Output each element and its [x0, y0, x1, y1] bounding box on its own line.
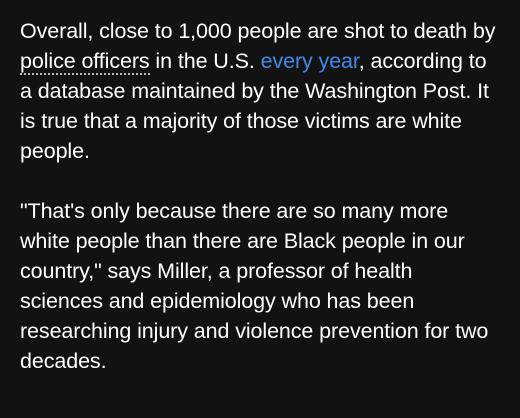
- paragraph-1-text-middle: in the U.S.: [149, 49, 261, 73]
- paragraph-1-text-end: , according to a database maintained by …: [20, 49, 489, 163]
- paragraph-1: Overall, close to 1,000 people are shot …: [20, 16, 500, 166]
- police-officers-glossary-link[interactable]: police officers: [20, 49, 150, 75]
- paragraph-1-text-start: Overall, close to 1,000 people are shot …: [20, 19, 496, 43]
- paragraph-2: "That's only because there are so many m…: [20, 199, 489, 373]
- every-year-link[interactable]: every year: [260, 49, 359, 73]
